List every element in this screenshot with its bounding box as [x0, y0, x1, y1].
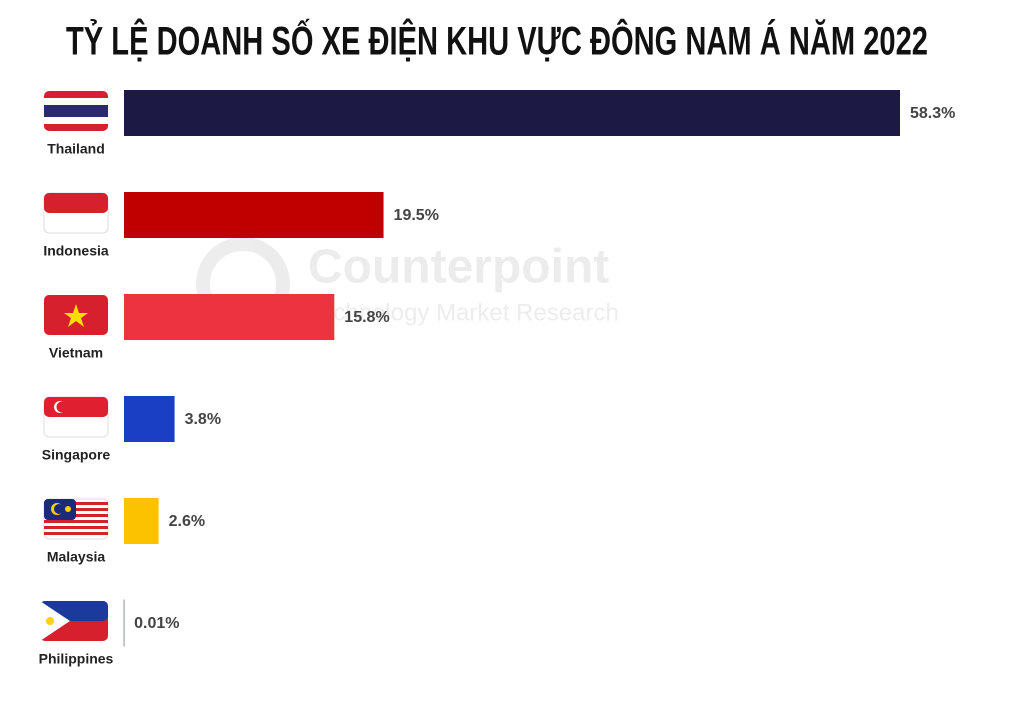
bar: [124, 498, 159, 544]
chart-title: TỶ LỆ DOANH SỐ XE ĐIỆN KHU VỰC ĐÔNG NAM …: [66, 18, 928, 64]
watermark: Counterpoint Technology Market Research: [196, 237, 619, 331]
flag-singapore: [43, 396, 109, 438]
flag-vietnam: [44, 295, 108, 335]
flag-indonesia: [43, 192, 109, 234]
watermark-subtext: Technology Market Research: [308, 299, 619, 326]
flag-malaysia: [43, 498, 109, 540]
watermark-text: Counterpoint: [308, 241, 609, 294]
value-label: 15.8%: [344, 309, 389, 326]
bar: [124, 90, 900, 136]
value-label: 0.01%: [134, 615, 179, 632]
bar: [124, 396, 175, 442]
category-label: Thailand: [47, 141, 105, 157]
category-label: Indonesia: [43, 243, 109, 259]
value-label: 19.5%: [394, 207, 439, 224]
flag-philippines: [40, 601, 108, 641]
category-label: Philippines: [39, 651, 114, 667]
category-label: Malaysia: [47, 549, 106, 565]
value-label: 2.6%: [169, 513, 205, 530]
value-label: 3.8%: [185, 411, 221, 428]
flag-thailand: [44, 91, 108, 131]
value-label: 58.3%: [910, 105, 955, 122]
bar: [124, 192, 384, 238]
category-label: Singapore: [42, 447, 111, 463]
bar: [124, 294, 335, 340]
category-label: Vietnam: [49, 345, 103, 361]
